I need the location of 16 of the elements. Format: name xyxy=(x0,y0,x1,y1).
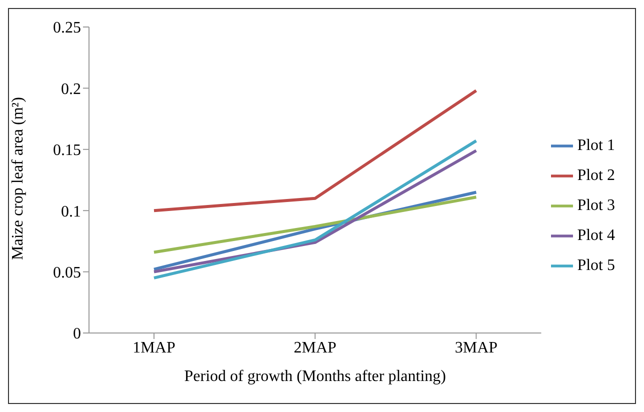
y-axis-title: Maize crop leaf area (m²) xyxy=(10,97,27,260)
legend-label: Plot 4 xyxy=(577,227,615,244)
y-tick-label: 0.15 xyxy=(53,142,81,160)
y-tick-label: 0.05 xyxy=(53,264,81,282)
y-tick-label: 0.25 xyxy=(53,20,81,37)
legend-label: Plot 2 xyxy=(577,167,615,184)
legend-label: Plot 3 xyxy=(577,197,615,214)
x-tick-label: 3MAP xyxy=(454,339,498,356)
x-tick-label: 1MAP xyxy=(132,339,176,356)
y-tick-label: 0.1 xyxy=(61,203,81,220)
y-tick-label: 0.2 xyxy=(61,80,81,98)
legend-label: Plot 1 xyxy=(577,137,615,154)
legend-label: Plot 5 xyxy=(577,257,615,274)
y-tick-label: 0 xyxy=(73,326,81,343)
x-tick-label: 2MAP xyxy=(294,339,337,356)
x-axis-title: Period of growth (Months after planting) xyxy=(184,368,446,385)
